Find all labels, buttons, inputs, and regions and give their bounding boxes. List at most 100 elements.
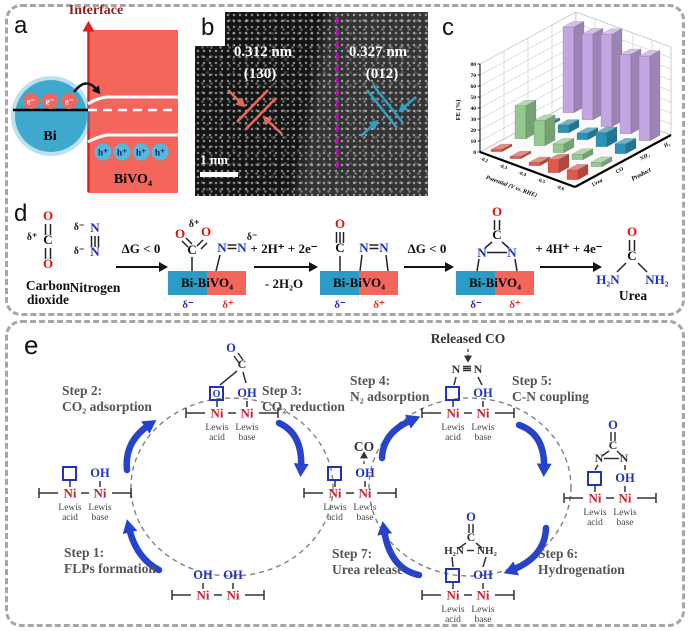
site-text: Lewis <box>88 503 112 513</box>
bar-NH₃--0.3 <box>557 119 580 134</box>
site-text: Ni <box>64 486 77 501</box>
site-text: Lewis <box>471 605 495 615</box>
step7-arrow <box>377 521 423 579</box>
svg-text:N: N <box>359 240 369 255</box>
bar-CO--0.4 <box>552 138 575 154</box>
electron-label: e⁻ <box>27 97 36 107</box>
bi-label: Bi <box>43 129 56 144</box>
right-plane-marks <box>360 84 417 137</box>
site-text: Ni <box>211 406 224 421</box>
svg-text:δ⁺: δ⁺ <box>222 299 234 311</box>
bar-CO--0.3 <box>533 114 556 147</box>
chart-line <box>574 134 672 188</box>
urea-molecule: O C H₂N NH₂ Urea <box>596 224 669 303</box>
y-tick-label: 0 <box>473 150 476 156</box>
panel-e-letter: e <box>24 330 39 360</box>
site-text: C <box>609 438 618 452</box>
step-3-label: Step 3: CO₂ reduction <box>262 383 345 415</box>
site-text: Lewis <box>471 423 495 433</box>
svg-text:O: O <box>492 204 502 219</box>
svg-text:N: N <box>507 245 517 260</box>
svg-text:H₂N: H₂N <box>596 272 620 287</box>
bar-CO--0.2 <box>514 99 537 140</box>
site-text: OH <box>193 568 213 582</box>
faradaic-efficiency-3d-chart: 0 10 20 30 40 50 60 70 80 FE (%) -0.2 -0.3 -0.4 -0.5 -… <box>455 12 672 199</box>
site-text: acid <box>327 513 343 523</box>
svg-text:Carbon: Carbon <box>26 278 71 293</box>
site-text: base <box>92 513 109 523</box>
y-tick-label: 50 <box>471 95 477 101</box>
bar-H₂--0.6 <box>638 50 661 142</box>
interface-label: Interface <box>69 3 123 18</box>
panel-a-band-diagram: Interface e⁻ e⁻ e⁻ h⁺ h⁺ h⁺ h⁺ Bi BiVO₄ <box>11 3 178 193</box>
site-text: Lewis <box>583 508 607 518</box>
site-text: OH <box>223 568 243 582</box>
site-text: base <box>357 513 374 523</box>
bar-NH₃--0.6 <box>614 138 637 155</box>
site-text: OH <box>90 466 110 480</box>
svg-text:N: N <box>90 244 100 259</box>
site-text: OH <box>473 386 493 400</box>
svg-text:Bi-BiVO₄: Bi-BiVO₄ <box>469 275 521 290</box>
site-text: base <box>617 518 634 528</box>
step-4-label: Step 4: N₂ adsorption <box>350 373 430 405</box>
svg-text:+ 4H⁺ + 4e⁻: + 4H⁺ + 4e⁻ <box>535 241 602 256</box>
site-text: Lewis <box>441 423 465 433</box>
site-text: OH <box>473 568 493 582</box>
svg-text:Bi-BiVO₄: Bi-BiVO₄ <box>333 275 385 290</box>
svg-text:N: N <box>379 240 389 255</box>
x-tick-label: -0.2 <box>479 157 489 165</box>
site-text: Ni <box>359 486 372 501</box>
left-lattice-plane: (130) <box>243 66 277 82</box>
y-tick-label: 40 <box>471 106 477 112</box>
svg-text:δ⁺: δ⁺ <box>373 299 385 311</box>
product-tick-label: NH₃ <box>638 152 651 163</box>
site-text: Ni <box>447 406 460 421</box>
site-text: Ni <box>94 486 107 501</box>
cycle-arrows <box>122 414 552 579</box>
bivo4-region <box>88 30 178 193</box>
svg-text:δ⁺: δ⁺ <box>189 219 199 230</box>
site-text: C <box>238 357 247 371</box>
panel-c-letter: c <box>442 14 454 41</box>
site-text: O <box>226 341 236 355</box>
panel-d-letter: d <box>14 200 28 227</box>
svg-text:N: N <box>237 240 247 255</box>
panel-b-hrtem-image: 0.312 nm (130) 0.327 nm (012) 1 nm <box>195 12 428 196</box>
svg-text:δ⁻: δ⁻ <box>247 232 257 243</box>
site-text: NH₂ <box>477 545 498 557</box>
left-plane-marks <box>227 89 283 135</box>
left-lattice-spacing: 0.312 nm <box>233 44 293 60</box>
vacancy-square-icon <box>587 471 602 486</box>
panel-b-letter-patch: b <box>195 12 225 46</box>
bar-H₂--0.5 <box>619 48 642 135</box>
left-cycle-circle <box>130 397 334 577</box>
tem-annotations <box>227 17 417 170</box>
vacancy-square-icon <box>445 386 460 401</box>
site-text: Ni <box>329 486 342 501</box>
step5-arrow <box>515 421 552 477</box>
product-tick-label: Urea <box>591 178 604 189</box>
site-text: Ni <box>619 491 632 506</box>
bar-NH₃--0.4 <box>576 127 599 141</box>
slab-3-ncon: Bi-BiVO₄ δ⁻ δ⁺ O C N N <box>456 204 534 311</box>
bar-Urea--0.2 <box>490 143 513 153</box>
bar-H₂--0.2 <box>562 21 585 114</box>
site-text: acid <box>445 433 461 443</box>
site-text: Ni <box>589 491 602 506</box>
site-text: Lewis <box>58 503 82 513</box>
site-text: OH <box>237 386 257 400</box>
scale-bar-label: 1 nm <box>200 152 228 167</box>
site-text: acid <box>209 433 225 443</box>
vacancy-square-icon <box>62 466 77 481</box>
site-text: base <box>475 433 492 443</box>
site-text: H₂N <box>444 545 464 557</box>
svg-text:N: N <box>217 240 227 255</box>
svg-text:N: N <box>90 220 100 235</box>
site-text: acid <box>587 518 603 528</box>
vacancy-square-icon <box>445 568 460 583</box>
y-tick-label: 80 <box>471 62 477 68</box>
svg-text:δ⁺: δ⁺ <box>509 299 521 311</box>
